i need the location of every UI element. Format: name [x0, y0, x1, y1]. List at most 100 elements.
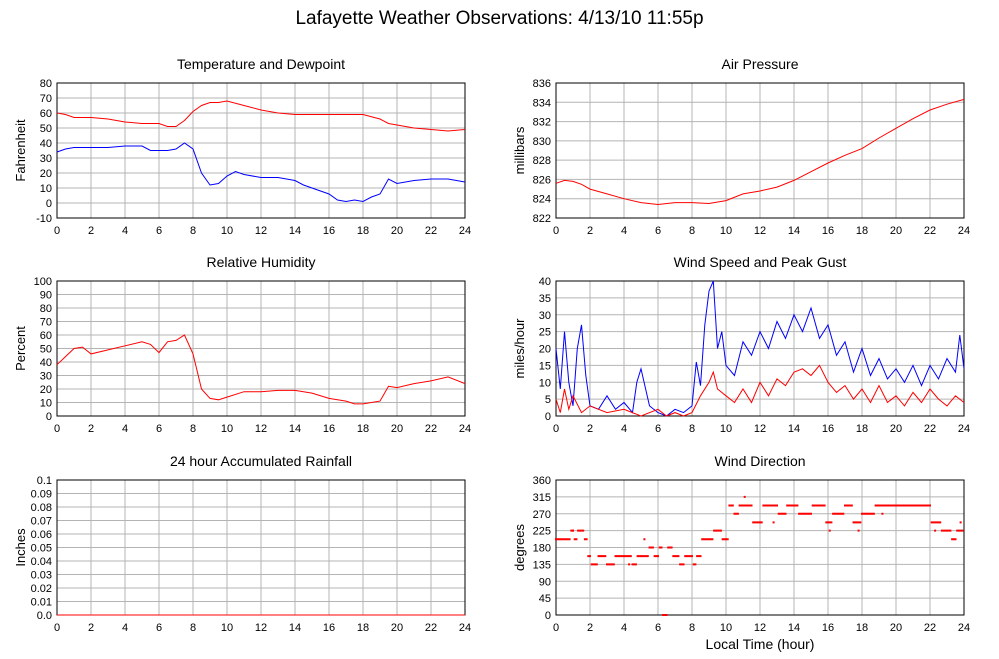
data-point — [881, 512, 884, 515]
data-point — [772, 504, 775, 507]
data-point — [918, 504, 921, 507]
data-point — [879, 504, 882, 507]
data-point — [645, 555, 648, 558]
data-point — [614, 555, 617, 558]
y-tick-label: 60 — [40, 330, 52, 342]
x-tick-label: 2 — [88, 622, 94, 634]
x-tick-label: 24 — [958, 423, 970, 435]
data-point — [663, 614, 666, 616]
data-point — [689, 555, 692, 558]
data-point — [555, 538, 557, 541]
y-tick-label: 0.04 — [31, 556, 52, 568]
y-tick-label: 836 — [533, 78, 551, 90]
data-point — [806, 512, 809, 515]
y-tick-label: 60 — [40, 108, 52, 120]
data-point — [869, 512, 872, 515]
y-tick-label: 30 — [40, 371, 52, 383]
data-point — [643, 538, 646, 541]
data-point — [609, 563, 612, 566]
x-tick-label: 12 — [754, 225, 766, 237]
y-tick-label: 0.08 — [31, 502, 52, 514]
data-point — [801, 512, 804, 515]
y-axis-label: Percent — [13, 326, 28, 371]
data-point — [934, 529, 937, 532]
data-point — [714, 529, 717, 532]
data-point — [687, 555, 690, 558]
data-point — [590, 563, 593, 566]
chart-title: Wind Direction — [714, 453, 805, 469]
x-tick-label: 4 — [122, 225, 128, 237]
data-point — [606, 563, 608, 566]
data-point — [770, 504, 773, 507]
x-tick-label: 22 — [425, 622, 437, 634]
data-point — [855, 521, 858, 524]
data-point — [616, 555, 619, 558]
data-point — [582, 529, 585, 532]
data-point — [810, 512, 812, 515]
series-line-0 — [555, 98, 965, 206]
data-point — [718, 529, 721, 532]
y-tick-label: 45 — [539, 593, 551, 605]
y-tick-label: 10 — [40, 398, 52, 410]
x-tick-label: 4 — [621, 622, 627, 634]
data-point — [905, 504, 908, 507]
data-point — [957, 529, 960, 532]
x-tick-label: 4 — [621, 225, 627, 237]
x-tick-label: 10 — [221, 622, 233, 634]
y-axis-label: degrees — [512, 524, 527, 571]
x-tick-label: 2 — [587, 225, 593, 237]
y-tick-label: 100 — [34, 276, 52, 288]
data-point — [789, 504, 792, 507]
y-axis-label: Fahrenheit — [13, 119, 28, 182]
x-tick-label: 24 — [459, 423, 471, 435]
data-point — [589, 555, 591, 558]
data-point — [818, 504, 821, 507]
x-tick-label: 4 — [122, 622, 128, 634]
data-point — [929, 504, 931, 507]
x-tick-label: 22 — [924, 225, 936, 237]
data-point — [815, 504, 818, 507]
data-point — [895, 504, 897, 507]
data-point — [840, 512, 843, 515]
data-point — [699, 555, 702, 558]
data-point — [619, 555, 622, 558]
data-point — [747, 504, 750, 507]
x-tick-label: 20 — [391, 423, 403, 435]
x-tick-label: 4 — [621, 423, 627, 435]
y-tick-label: 50 — [40, 344, 52, 356]
data-point — [932, 521, 935, 524]
y-tick-label: 20 — [40, 384, 52, 396]
data-point — [820, 504, 823, 507]
x-tick-label: 2 — [88, 423, 94, 435]
data-point — [691, 555, 693, 558]
x-tick-label: 10 — [720, 225, 732, 237]
y-tick-label: 35 — [539, 293, 551, 305]
data-point — [774, 504, 777, 507]
x-tick-label: 10 — [221, 225, 233, 237]
x-tick-label: 10 — [720, 622, 732, 634]
data-point — [777, 512, 780, 515]
x-tick-label: 24 — [958, 622, 970, 634]
data-point — [750, 504, 753, 507]
y-tick-label: 832 — [533, 117, 551, 129]
y-tick-label: 135 — [533, 559, 551, 571]
data-point — [675, 555, 678, 558]
data-point — [704, 538, 707, 541]
data-point — [959, 521, 962, 524]
y-tick-label: -10 — [36, 213, 52, 225]
data-point — [592, 563, 595, 566]
x-tick-label: 20 — [391, 225, 403, 237]
data-point — [944, 529, 947, 532]
data-point — [566, 538, 569, 541]
data-point — [920, 504, 923, 507]
data-point — [711, 538, 714, 541]
y-tick-label: 10 — [539, 377, 551, 389]
data-point — [651, 546, 654, 549]
data-point — [725, 538, 727, 541]
y-tick-label: 30 — [539, 310, 551, 322]
data-point — [850, 504, 853, 507]
x-tick-label: 8 — [190, 423, 196, 435]
data-point — [646, 555, 649, 558]
y-tick-label: 315 — [533, 492, 551, 504]
data-point — [587, 555, 590, 558]
